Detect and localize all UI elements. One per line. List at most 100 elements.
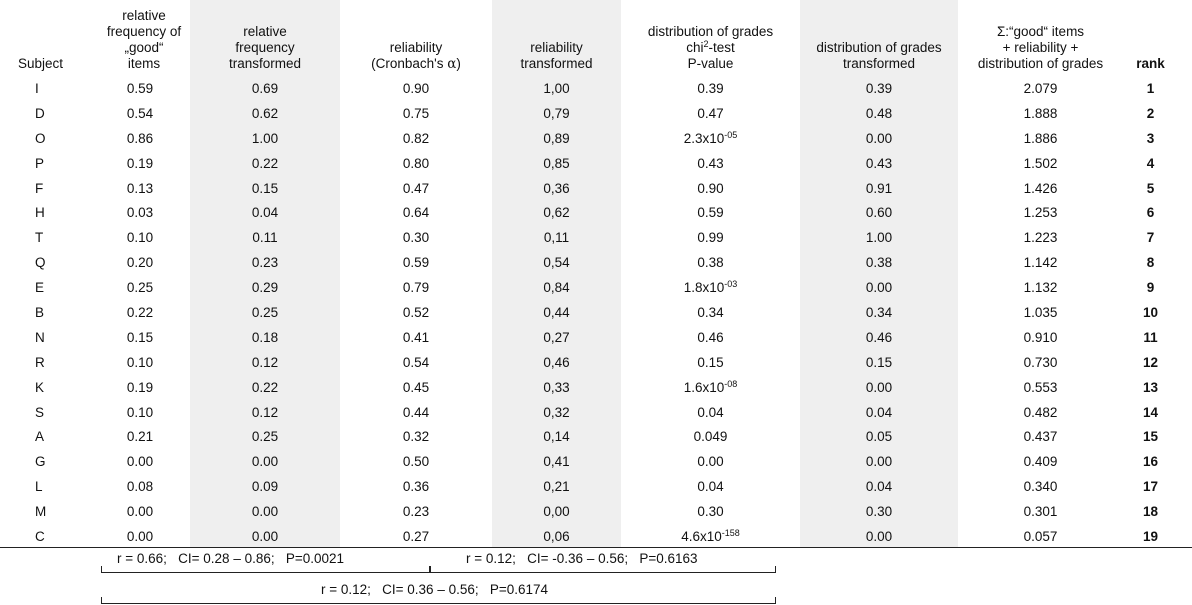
table-bottom-rule (0, 547, 1192, 548)
cell-subject-value: C (35, 528, 45, 544)
chi-superscript: 2 (703, 39, 709, 49)
cell-reliability: 0.52 (340, 300, 492, 325)
cell-subject-value: I (35, 80, 39, 96)
cell-reliability-transformed: 0,79 (492, 101, 621, 126)
cell-subject-value: A (35, 429, 45, 445)
cell-subject-value: Q (35, 255, 46, 271)
cell-distribution-transformed-value: 0.39 (865, 80, 893, 96)
cell-p-value-value: 2.3x10 (683, 130, 725, 146)
cell-reliability-transformed-value: 0,14 (543, 429, 570, 445)
cell-subject: L (0, 474, 90, 499)
cell-subject: S (0, 400, 90, 425)
cell-reliability-transformed: 0,14 (492, 424, 621, 449)
cell-distribution-transformed: 0.34 (800, 300, 958, 325)
header-line: (Cronbach's α) (371, 56, 461, 72)
cell-rel-freq-transformed: 0.00 (190, 449, 340, 474)
cell-rel-freq-transformed-value: 0.15 (251, 180, 279, 196)
table-row: G 0.00 0.00 0.50 0,41 0.00 0.00 0.409 16 (0, 449, 1178, 474)
cell-sum-value: 1.132 (1023, 280, 1058, 296)
cell-reliability-value: 0.32 (402, 429, 430, 445)
cell-rel-freq-transformed: 0.18 (190, 325, 340, 350)
cell-rel-freq: 0.10 (90, 225, 190, 250)
cell-p-value-value: 0.30 (697, 504, 724, 520)
cell-rel-freq-transformed-value: 1.00 (251, 130, 279, 146)
p-value-exponent: -03 (724, 279, 738, 290)
header-rank-label: rank (1136, 56, 1165, 71)
cell-reliability-transformed-value: 0,21 (543, 479, 570, 495)
cell-p-value: 0.00 (621, 449, 800, 474)
header-text: (Cronbach's (371, 56, 448, 71)
cell-p-value-value: 1.6x10 (683, 379, 725, 395)
cell-rank-value: 11 (1143, 329, 1158, 345)
cell-sum: 1.253 (958, 200, 1123, 225)
cell-rank-value: 14 (1142, 404, 1159, 420)
cell-reliability: 0.90 (340, 76, 492, 101)
cell-reliability-value: 0.80 (402, 155, 430, 171)
shade-reliability-transformed (492, 0, 621, 548)
cell-subject-value: B (35, 304, 45, 320)
cell-reliability: 0.45 (340, 375, 492, 400)
cell-sum: 0.437 (958, 424, 1123, 449)
cell-distribution-transformed: 0.91 (800, 176, 958, 201)
cell-sum: 1.142 (958, 250, 1123, 275)
cell-rel-freq-value: 0.10 (126, 404, 154, 420)
header-line: frequency of (106, 24, 182, 39)
p-value-exponent: -158 (721, 527, 740, 538)
cell-reliability-transformed-value: 0,06 (543, 528, 570, 544)
cell-distribution-transformed: 0.04 (800, 474, 958, 499)
cell-distribution-transformed-value: 0.05 (865, 429, 893, 445)
cell-rel-freq: 0.10 (90, 350, 190, 375)
cell-sum: 0.301 (958, 499, 1123, 524)
header-line: transformed (228, 56, 302, 71)
cell-sum-value: 1.426 (1023, 180, 1058, 196)
cell-rel-freq-transformed: 0.15 (190, 176, 340, 201)
cell-subject-value: D (35, 105, 45, 121)
cell-subject: G (0, 449, 90, 474)
cell-rel-freq: 0.54 (90, 101, 190, 126)
cell-p-value: 0.38 (621, 250, 800, 275)
cell-p-value-value: 0.00 (697, 454, 724, 470)
cell-rel-freq-value: 0.86 (126, 130, 154, 146)
cell-sum-value: 0.057 (1023, 528, 1058, 544)
header-reliability: reliability (Cronbach's α) (340, 0, 492, 72)
cell-reliability-transformed-value: 0,46 (543, 354, 570, 370)
cell-reliability-transformed-value: 0,44 (543, 304, 570, 320)
cell-subject-value: M (35, 504, 47, 520)
cell-rank-value: 9 (1146, 280, 1155, 296)
cell-rel-freq-value: 0.19 (126, 379, 154, 395)
header-line: distribution of grades (977, 56, 1104, 71)
cell-rel-freq-transformed-value: 0.00 (251, 528, 279, 544)
cell-rank: 4 (1123, 151, 1178, 176)
cell-rank-value: 5 (1146, 180, 1155, 196)
cell-subject: A (0, 424, 90, 449)
cell-sum: 1.502 (958, 151, 1123, 176)
cell-sum-value: 0.730 (1023, 354, 1058, 370)
cell-distribution-transformed-value: 0.46 (865, 329, 893, 345)
cell-rel-freq-transformed-value: 0.00 (251, 504, 279, 520)
cell-rank: 2 (1123, 101, 1178, 126)
cell-distribution-transformed: 0.38 (800, 250, 958, 275)
cell-reliability-transformed: 0,54 (492, 250, 621, 275)
cell-reliability-transformed-value: 0,62 (543, 205, 570, 221)
cell-reliability-transformed: 0,62 (492, 200, 621, 225)
cell-sum-value: 0.340 (1023, 479, 1058, 495)
cell-p-value: 0.04 (621, 474, 800, 499)
cell-rel-freq-value: 0.08 (126, 479, 154, 495)
cell-rel-freq-transformed: 0.25 (190, 424, 340, 449)
bracket-reliability (430, 566, 776, 573)
cell-p-value: 0.46 (621, 325, 800, 350)
cell-rel-freq-value: 0.10 (126, 230, 154, 246)
cell-reliability: 0.30 (340, 225, 492, 250)
cell-reliability-transformed-value: 0,89 (543, 130, 570, 146)
cell-reliability-transformed: 1,00 (492, 76, 621, 101)
cell-reliability-value: 0.52 (402, 304, 430, 320)
cell-rel-freq-transformed-value: 0.11 (252, 230, 278, 246)
bracket-frequency (101, 566, 430, 573)
table-row: B 0.22 0.25 0.52 0,44 0.34 0.34 1.035 10 (0, 300, 1178, 325)
header-line: transformed (842, 56, 916, 71)
header-line: reliability (389, 40, 443, 55)
cell-reliability-transformed-value: 0,54 (543, 255, 570, 271)
cell-distribution-transformed-value: 0.43 (865, 155, 893, 171)
header-relative-frequency-transformed: relative frequency transformed (190, 0, 340, 72)
cell-reliability: 0.64 (340, 200, 492, 225)
